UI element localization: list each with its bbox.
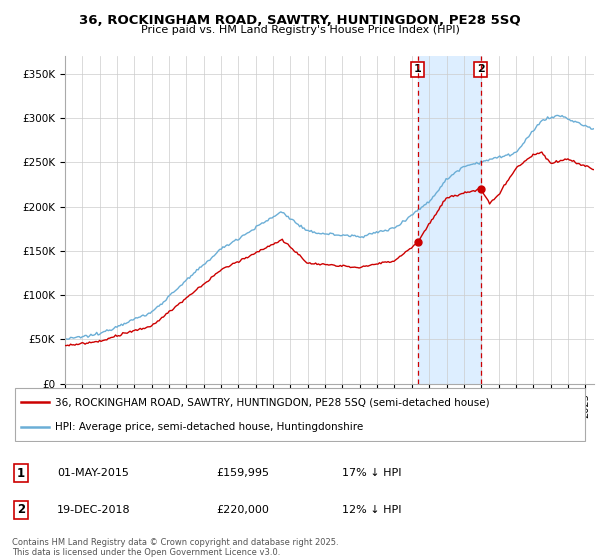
Text: 36, ROCKINGHAM ROAD, SAWTRY, HUNTINGDON, PE28 5SQ (semi-detached house): 36, ROCKINGHAM ROAD, SAWTRY, HUNTINGDON,… <box>55 397 490 407</box>
Bar <box>418 56 481 384</box>
Text: 1: 1 <box>17 466 25 480</box>
Text: 1: 1 <box>413 64 421 74</box>
Text: 36, ROCKINGHAM ROAD, SAWTRY, HUNTINGDON, PE28 5SQ: 36, ROCKINGHAM ROAD, SAWTRY, HUNTINGDON,… <box>79 14 521 27</box>
FancyBboxPatch shape <box>15 388 585 441</box>
Text: 2: 2 <box>17 503 25 516</box>
Text: 17% ↓ HPI: 17% ↓ HPI <box>342 468 401 478</box>
Text: 2: 2 <box>476 64 484 74</box>
Text: 19-DEC-2018: 19-DEC-2018 <box>57 505 131 515</box>
Text: 12% ↓ HPI: 12% ↓ HPI <box>342 505 401 515</box>
Text: 01-MAY-2015: 01-MAY-2015 <box>57 468 129 478</box>
Text: £159,995: £159,995 <box>216 468 269 478</box>
Text: HPI: Average price, semi-detached house, Huntingdonshire: HPI: Average price, semi-detached house,… <box>55 422 364 432</box>
Text: Contains HM Land Registry data © Crown copyright and database right 2025.
This d: Contains HM Land Registry data © Crown c… <box>12 538 338 557</box>
Text: Price paid vs. HM Land Registry's House Price Index (HPI): Price paid vs. HM Land Registry's House … <box>140 25 460 35</box>
Text: £220,000: £220,000 <box>216 505 269 515</box>
